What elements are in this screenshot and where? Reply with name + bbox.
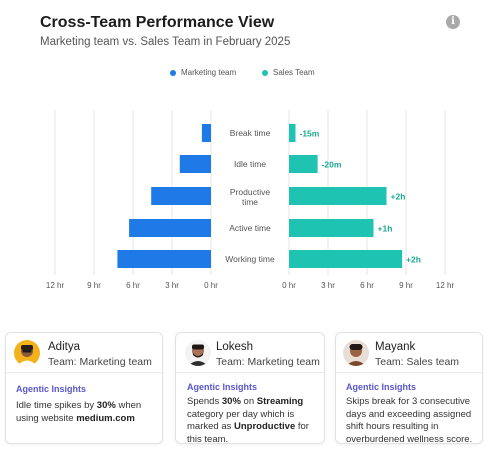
delta-annotation: +2h — [406, 255, 421, 265]
page-title: Cross-Team Performance View — [40, 14, 275, 31]
avatar — [343, 340, 369, 366]
card-team: Team: Sales team — [375, 356, 460, 368]
x-tick-label: 9 hr — [399, 281, 413, 290]
bar-sales — [289, 187, 387, 205]
insight-text: Skips break for 3 consecutive days and e… — [346, 396, 473, 445]
x-tick-label: 3 hr — [321, 281, 335, 290]
insight-card-mayank[interactable]: Mayank Team: Sales team Agentic Insights… — [335, 332, 483, 445]
bar-marketing — [179, 155, 211, 173]
bar-sales — [289, 219, 374, 237]
card-header: Aditya Team: Marketing team — [6, 333, 162, 373]
insight-title: Agentic Insights — [187, 382, 258, 392]
bar-sales — [289, 250, 403, 268]
bar-sales — [289, 155, 318, 173]
avatar — [14, 340, 40, 366]
insight-title: Agentic Insights — [346, 382, 417, 392]
bar-sales — [289, 124, 296, 142]
x-tick-label: 0 hr — [204, 281, 218, 290]
x-tick-label: 9 hr — [87, 281, 101, 290]
x-tick-label: 3 hr — [165, 281, 179, 290]
insight-text: Spends 30% on Streaming category per day… — [187, 396, 309, 445]
category-label: time — [242, 197, 258, 207]
card-team: Team: Marketing team — [48, 356, 152, 368]
card-name: Aditya — [48, 341, 80, 353]
card-header: Lokesh Team: Marketing team — [176, 333, 324, 373]
card-header: Mayank Team: Sales team — [336, 333, 482, 373]
x-tick-label: 6 hr — [360, 281, 374, 290]
info-icon[interactable]: i — [446, 15, 460, 29]
legend-sales: Sales Team — [262, 68, 315, 77]
insight-card-aditya[interactable]: Aditya Team: Marketing team Agentic Insi… — [5, 332, 163, 444]
category-label: Productive — [230, 187, 270, 197]
legend-sales-swatch — [262, 69, 268, 76]
insight-card-lokesh[interactable]: Lokesh Team: Marketing team Agentic Insi… — [175, 332, 325, 445]
x-tick-label: 12 hr — [436, 281, 455, 290]
bar-marketing — [117, 250, 211, 268]
insight-text: Idle time spikes by 30% when using websi… — [16, 400, 142, 424]
x-tick-label: 0 hr — [282, 281, 296, 290]
card-team: Team: Marketing team — [216, 356, 320, 368]
x-tick-label: 12 hr — [46, 281, 65, 290]
butterfly-chart: 12 hr 9 hr 6 hr 3 hr 0 hr 0 hr 3 hr 6 hr 9 hr 12 … — [46, 110, 455, 290]
legend-marketing-swatch — [170, 69, 176, 76]
bar-marketing — [151, 187, 211, 205]
card-name: Mayank — [375, 341, 416, 353]
x-tick-label: 6 hr — [126, 281, 140, 290]
delta-annotation: -15m — [300, 129, 320, 139]
legend-marketing: Marketing team — [170, 68, 236, 77]
bar-marketing — [201, 124, 211, 142]
avatar — [185, 340, 211, 366]
delta-annotation: -20m — [322, 160, 342, 170]
insight-title: Agentic Insights — [16, 384, 87, 394]
card-name: Lokesh — [216, 341, 254, 353]
legend-sales-label: Sales Team — [273, 68, 315, 77]
legend-marketing-label: Marketing team — [181, 68, 237, 77]
page-subtitle: Marketing team vs. Sales Team in Februar… — [40, 36, 291, 48]
category-label: Working time — [225, 254, 275, 264]
delta-annotation: +1h — [378, 224, 393, 234]
category-label: Active time — [229, 223, 271, 233]
category-label: Idle time — [234, 159, 266, 169]
category-label: Break time — [230, 128, 271, 138]
bar-marketing — [129, 219, 211, 237]
delta-annotation: +2h — [391, 192, 406, 202]
